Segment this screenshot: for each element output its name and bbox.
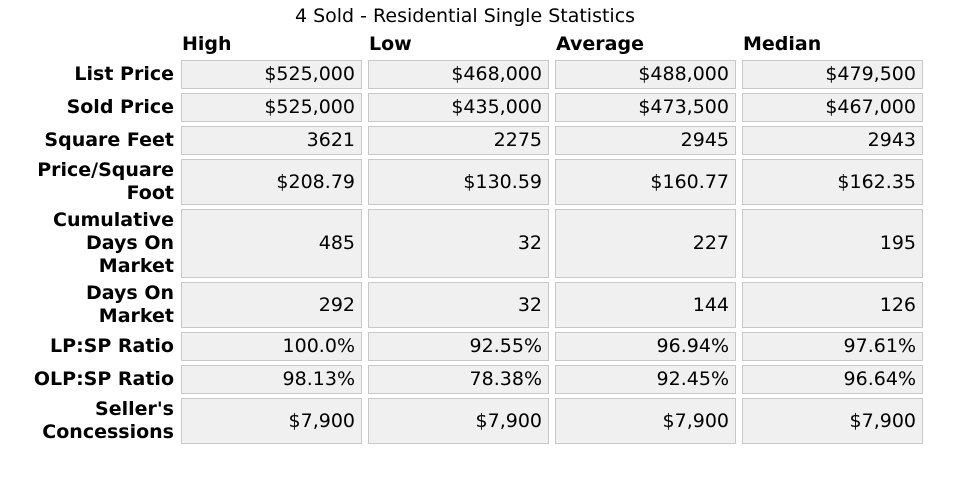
column-header-high: High — [182, 33, 232, 55]
stat-cell: 32 — [368, 209, 549, 278]
stat-cell: 3621 — [181, 126, 362, 155]
stat-cell: $160.77 — [555, 159, 736, 205]
stat-cell: 2943 — [742, 126, 923, 155]
table-row-sold-price: Sold Price $525,000 $435,000 $473,500 $4… — [0, 93, 923, 122]
row-label: List Price — [74, 63, 174, 85]
stat-cell: 96.64% — [742, 365, 923, 394]
stat-cell: $488,000 — [555, 60, 736, 89]
column-header-median: Median — [743, 33, 822, 55]
column-header-average: Average — [556, 33, 644, 55]
stat-cell: $525,000 — [181, 60, 362, 89]
stat-cell: $479,500 — [742, 60, 923, 89]
row-label: LP:SP Ratio — [50, 335, 174, 357]
stat-cell: 2275 — [368, 126, 549, 155]
table-row-olp-sp-ratio: OLP:SP Ratio 98.13% 78.38% 92.45% 96.64% — [0, 365, 923, 394]
stat-cell: $130.59 — [368, 159, 549, 205]
table-row-cumulative-days-on-market: Cumulative Days On Market 485 32 227 195 — [0, 209, 923, 278]
stat-cell: 96.94% — [555, 332, 736, 361]
row-label: OLP:SP Ratio — [33, 368, 174, 390]
table-row-square-feet: Square Feet 3621 2275 2945 2943 — [0, 126, 923, 155]
stat-cell: 126 — [742, 282, 923, 328]
stat-cell: $7,900 — [368, 398, 549, 444]
column-header-low: Low — [369, 33, 412, 55]
row-label: Price/Square Foot — [37, 159, 174, 204]
stat-cell: $468,000 — [368, 60, 549, 89]
stat-cell: 292 — [181, 282, 362, 328]
stat-cell: $473,500 — [555, 93, 736, 122]
stat-cell: 92.45% — [555, 365, 736, 394]
stat-cell: 195 — [742, 209, 923, 278]
stat-cell: 2945 — [555, 126, 736, 155]
stat-cell: 485 — [181, 209, 362, 278]
table-row-sellers-concessions: Seller's Concessions $7,900 $7,900 $7,90… — [0, 398, 923, 444]
stat-cell: $7,900 — [742, 398, 923, 444]
stat-cell: 97.61% — [742, 332, 923, 361]
table-row-lp-sp-ratio: LP:SP Ratio 100.0% 92.55% 96.94% 97.61% — [0, 332, 923, 361]
stat-cell: $7,900 — [181, 398, 362, 444]
row-label: Sold Price — [66, 96, 174, 118]
stat-cell: $7,900 — [555, 398, 736, 444]
row-label-spacer — [0, 32, 175, 56]
stat-cell: 92.55% — [368, 332, 549, 361]
stat-cell: $467,000 — [742, 93, 923, 122]
table-row-price-per-square-foot: Price/Square Foot $208.79 $130.59 $160.7… — [0, 159, 923, 205]
row-label: Square Feet — [44, 129, 174, 151]
header-row: High Low Average Median — [0, 32, 923, 56]
table-row-days-on-market: Days On Market 292 32 144 126 — [0, 282, 923, 328]
stat-cell: 98.13% — [181, 365, 362, 394]
stat-cell: 227 — [555, 209, 736, 278]
statistics-table: High Low Average Median List Price $525,… — [0, 28, 929, 448]
stat-cell: $435,000 — [368, 93, 549, 122]
stat-cell: 144 — [555, 282, 736, 328]
stat-cell: 78.38% — [368, 365, 549, 394]
table-row-list-price: List Price $525,000 $468,000 $488,000 $4… — [0, 60, 923, 89]
stat-cell: 100.0% — [181, 332, 362, 361]
stat-cell: $525,000 — [181, 93, 362, 122]
stat-cell: $162.35 — [742, 159, 923, 205]
row-label: Cumulative Days On Market — [53, 209, 174, 277]
row-label: Days On Market — [86, 282, 174, 327]
stat-cell: 32 — [368, 282, 549, 328]
row-label: Seller's Concessions — [42, 398, 174, 443]
report-title: 4 Sold - Residential Single Statistics — [294, 5, 636, 27]
stat-cell: $208.79 — [181, 159, 362, 205]
